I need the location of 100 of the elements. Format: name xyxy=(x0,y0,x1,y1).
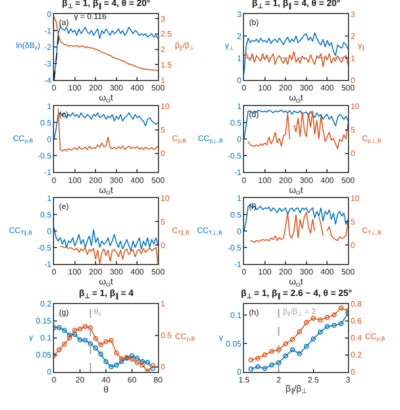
point xyxy=(108,338,114,343)
x-axis-title: ω$_{ci}$t xyxy=(288,276,304,289)
point xyxy=(269,348,274,354)
point xyxy=(108,364,114,370)
annotation: (h) xyxy=(249,308,260,317)
annotation: (d) xyxy=(249,110,260,119)
point xyxy=(78,326,82,332)
point xyxy=(262,366,268,371)
x-axis-title: ω$_{ci}$t xyxy=(98,184,114,197)
x-tick-label: 300 xyxy=(110,176,124,185)
line-series xyxy=(60,246,158,264)
x-tick-label: 500 xyxy=(341,84,356,93)
point xyxy=(72,332,78,337)
point xyxy=(269,362,274,368)
y2-tick-label: 5 xyxy=(160,126,166,135)
y-tick-label: 3 xyxy=(236,10,242,19)
y-tick-label: 0 xyxy=(46,135,52,144)
y-tick-label: 0.5 xyxy=(40,210,52,220)
x-tick-label: 500 xyxy=(151,268,166,277)
y2-tick-label: 0 xyxy=(160,149,166,158)
y2-tick-label: 5 xyxy=(350,217,356,226)
x-tick-label: 500 xyxy=(341,176,356,185)
annotation: (a) xyxy=(59,18,70,27)
x-axis-title: ω$_{ci}$t xyxy=(288,184,304,197)
y-axis-title: CC$_{p⊥,B}$ xyxy=(198,134,224,145)
point xyxy=(310,336,316,342)
point xyxy=(338,321,344,326)
y2-tick-label: 2 xyxy=(350,32,356,41)
point xyxy=(114,350,119,356)
y2-axis-title: β$_{∥}$/β$_{⊥}$ xyxy=(175,41,194,52)
y2-axis-title: C$_{p⊥,B}$ xyxy=(362,134,382,145)
y2-tick-label: 5 xyxy=(350,126,356,135)
y2-tick-label: 5 xyxy=(160,217,166,226)
point xyxy=(140,359,145,364)
y-tick-label: -3 xyxy=(44,59,52,68)
y2-tick-label: 0 xyxy=(350,76,356,85)
ref-line-label: β$_{∥}$/β$_{⊥}$ = 2 xyxy=(283,307,317,318)
y-tick-label: 2 xyxy=(236,32,242,41)
line-series xyxy=(244,110,348,140)
y2-tick-label: 0.8 xyxy=(350,300,362,309)
x-tick-label: 300 xyxy=(110,84,124,93)
x-tick-label: 200 xyxy=(278,84,293,93)
x-tick-label: 80 xyxy=(154,375,163,384)
y2-tick-label: 0.2 xyxy=(350,350,362,360)
y-tick-label: 1 xyxy=(46,102,52,111)
x-tick-label: 200 xyxy=(88,176,103,185)
y-tick-label: 0.2 xyxy=(40,300,52,309)
x-tick-label: 300 xyxy=(300,268,314,277)
y-tick-label: -1 xyxy=(44,260,52,269)
x-tick-label: 500 xyxy=(341,268,356,277)
y2-axis-title: C$_{T⊥,B}$ xyxy=(362,226,382,237)
ref-line-label: θ$_{c}$ xyxy=(94,307,102,318)
x-axis-title: ω$_{ci}$t xyxy=(98,92,114,104)
y-tick-label: 0.5 xyxy=(230,118,242,128)
y2-tick-label: 3 xyxy=(160,14,166,24)
line-series xyxy=(58,108,158,152)
point xyxy=(78,337,82,342)
y-tick-label: 0.05 xyxy=(36,350,52,360)
y2-tick-label: 10 xyxy=(160,194,170,203)
x-tick-label: 400 xyxy=(320,84,334,93)
y2-tick-label: 0.4 xyxy=(350,334,362,343)
x-tick-label: 400 xyxy=(130,268,144,277)
line-series xyxy=(248,306,348,362)
point xyxy=(88,341,93,346)
chart-title: β$_{⊥}$ = 1, β$_{∥}$ = 2.6 ~ 4, θ = 25° xyxy=(241,288,352,300)
point xyxy=(56,347,62,352)
point xyxy=(276,347,282,352)
point xyxy=(72,328,78,333)
annotation: γ = 0.116 xyxy=(74,12,108,21)
y2-tick-label: 3 xyxy=(350,10,356,19)
y2-tick-label: 0 xyxy=(160,240,166,250)
y-tick-label: 0 xyxy=(46,10,52,19)
y2-tick-label: 0 xyxy=(350,240,356,250)
y-tick-label: 1 xyxy=(236,102,242,111)
y-tick-label: -1 xyxy=(234,168,242,177)
y2-tick-label: 1.5 xyxy=(160,60,172,70)
y-tick-label: 0 xyxy=(236,226,242,236)
y-tick-label: 0.1 xyxy=(40,334,52,343)
x-tick-label: 200 xyxy=(88,84,103,93)
point xyxy=(290,337,296,342)
x-tick-label: 2 xyxy=(276,375,282,384)
point xyxy=(318,317,323,322)
y2-tick-label: 0 xyxy=(350,368,356,377)
point xyxy=(150,363,156,368)
point xyxy=(104,359,108,364)
point xyxy=(88,325,93,330)
y2-tick-label: 2 xyxy=(160,45,166,54)
annotation: (g) xyxy=(59,308,70,317)
y-axis-title: CC$_{T∥,B}$ xyxy=(9,226,33,237)
y-tick-label: 0 xyxy=(46,368,52,377)
point xyxy=(283,341,288,346)
point xyxy=(296,351,302,356)
point xyxy=(338,306,344,311)
y-tick-label: 0 xyxy=(236,135,242,144)
point xyxy=(248,366,254,372)
x-tick-label: 100 xyxy=(258,84,272,93)
x-tick-label: 300 xyxy=(110,268,124,277)
point xyxy=(255,356,260,361)
point xyxy=(140,362,145,368)
x-tick-label: 400 xyxy=(320,268,334,277)
